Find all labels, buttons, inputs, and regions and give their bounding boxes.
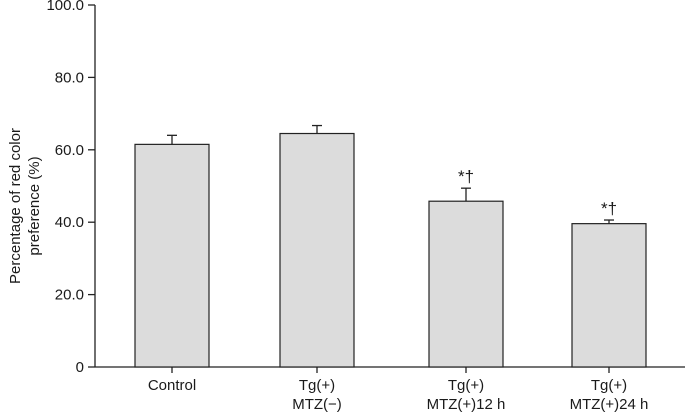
error-bars-group xyxy=(167,124,614,224)
annotations-group: *† *† xyxy=(458,167,617,218)
bar xyxy=(134,143,210,368)
y-axis-label-line: preference (%) xyxy=(26,156,43,255)
category-label-line: Control xyxy=(148,377,196,394)
significance-marker: *† xyxy=(601,199,617,218)
y-tick-label: 40.0 xyxy=(55,214,84,231)
y-tick-label: 60.0 xyxy=(55,142,84,159)
category-label: Tg(+) MTZ(+)24 h xyxy=(570,377,649,413)
category-label: Tg(+) MTZ(−) xyxy=(292,377,342,413)
bar xyxy=(279,132,355,368)
category-label-line: MTZ(+)12 h xyxy=(427,396,506,413)
category-label-line: Tg(+) xyxy=(448,377,484,394)
category-label-line: MTZ(+)24 h xyxy=(570,396,649,413)
category-label-line: MTZ(−) xyxy=(292,396,342,413)
y-tick-label: 20.0 xyxy=(55,287,84,304)
category-label: Tg(+) MTZ(+)12 h xyxy=(427,377,506,413)
x-axis xyxy=(95,366,685,373)
y-tick-label: 0 xyxy=(76,359,84,376)
y-axis-label-line: Percentage of red color xyxy=(7,128,24,284)
y-tick-label: 100.0 xyxy=(46,0,84,14)
y-axis-label: Percentage of red color preference (%) xyxy=(7,128,43,284)
category-label-line: Tg(+) xyxy=(299,377,335,394)
category-labels-group: Control Tg(+) MTZ(−) Tg(+) MTZ(+)12 h Tg(+) MT… xyxy=(148,377,649,413)
bar xyxy=(571,223,647,368)
bar xyxy=(428,200,504,368)
category-label: Control xyxy=(148,377,196,394)
bars-group xyxy=(134,132,647,368)
significance-marker: *† xyxy=(458,167,474,186)
y-tick-label: 80.0 xyxy=(55,69,84,86)
y-axis: 0 20.0 40.0 60.0 80.0 100.0 xyxy=(46,0,96,376)
category-label-line: Tg(+) xyxy=(591,377,627,394)
